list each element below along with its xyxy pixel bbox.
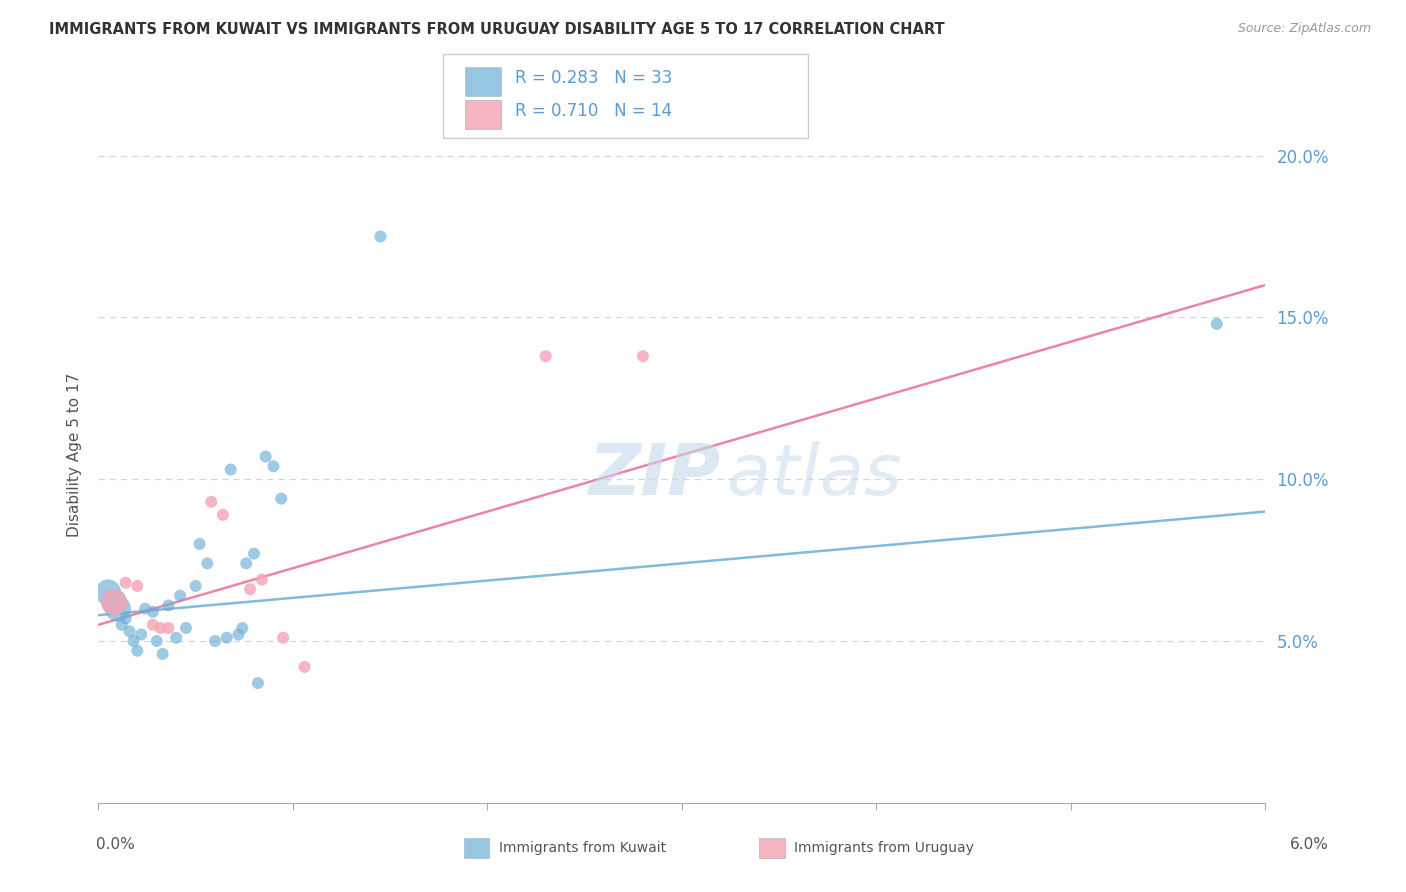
Point (219, 462, 242, 476)
Point (129, 627, 152, 641)
Point (103, 595, 125, 609)
Point (235, 557, 257, 571)
Point (146, 634, 169, 648)
Text: atlas: atlas (589, 442, 901, 510)
Point (118, 624, 141, 639)
Text: ZIP: ZIP (589, 442, 721, 510)
Text: Source: ZipAtlas.com: Source: ZipAtlas.com (1237, 22, 1371, 36)
Point (174, 621, 197, 635)
Point (107, 601, 129, 615)
Point (271, 631, 294, 645)
Point (97, 585, 120, 599)
Point (157, 621, 180, 635)
Point (134, 601, 156, 615)
Point (262, 459, 284, 474)
Point (204, 634, 226, 648)
Point (228, 627, 250, 641)
Point (270, 491, 292, 506)
Text: Immigrants from Kuwait: Immigrants from Kuwait (499, 841, 666, 855)
Point (254, 450, 277, 464)
Point (111, 617, 134, 632)
Point (188, 537, 211, 551)
Point (631, 349, 654, 363)
Text: 0.0%: 0.0% (96, 837, 135, 852)
Point (127, 643, 149, 657)
Point (200, 495, 222, 509)
Text: R = 0.283   N = 33: R = 0.283 N = 33 (515, 69, 672, 87)
Point (152, 647, 174, 661)
Text: Immigrants from Uruguay: Immigrants from Uruguay (794, 841, 974, 855)
Point (114, 611, 136, 625)
Point (294, 660, 316, 674)
Point (142, 605, 165, 619)
Point (184, 579, 207, 593)
Point (114, 575, 136, 590)
Point (149, 621, 172, 635)
Point (103, 595, 125, 609)
Text: 6.0%: 6.0% (1289, 837, 1329, 852)
Point (195, 557, 218, 571)
Point (1205, 317, 1227, 331)
Point (127, 579, 149, 593)
Point (239, 582, 262, 597)
Point (157, 599, 180, 613)
Point (243, 547, 266, 561)
Point (534, 349, 557, 363)
Point (231, 621, 253, 635)
Point (215, 631, 238, 645)
Point (250, 573, 273, 587)
Point (169, 589, 191, 603)
Y-axis label: Disability Age 5 to 17: Disability Age 5 to 17 (66, 373, 82, 537)
Point (142, 617, 165, 632)
Point (370, 229, 392, 244)
Point (212, 508, 235, 522)
Point (165, 631, 187, 645)
Point (246, 676, 269, 690)
Text: R = 0.710   N = 14: R = 0.710 N = 14 (515, 102, 672, 120)
Point (122, 634, 145, 648)
Text: IMMIGRANTS FROM KUWAIT VS IMMIGRANTS FROM URUGUAY DISABILITY AGE 5 TO 17 CORRELA: IMMIGRANTS FROM KUWAIT VS IMMIGRANTS FRO… (49, 22, 945, 37)
